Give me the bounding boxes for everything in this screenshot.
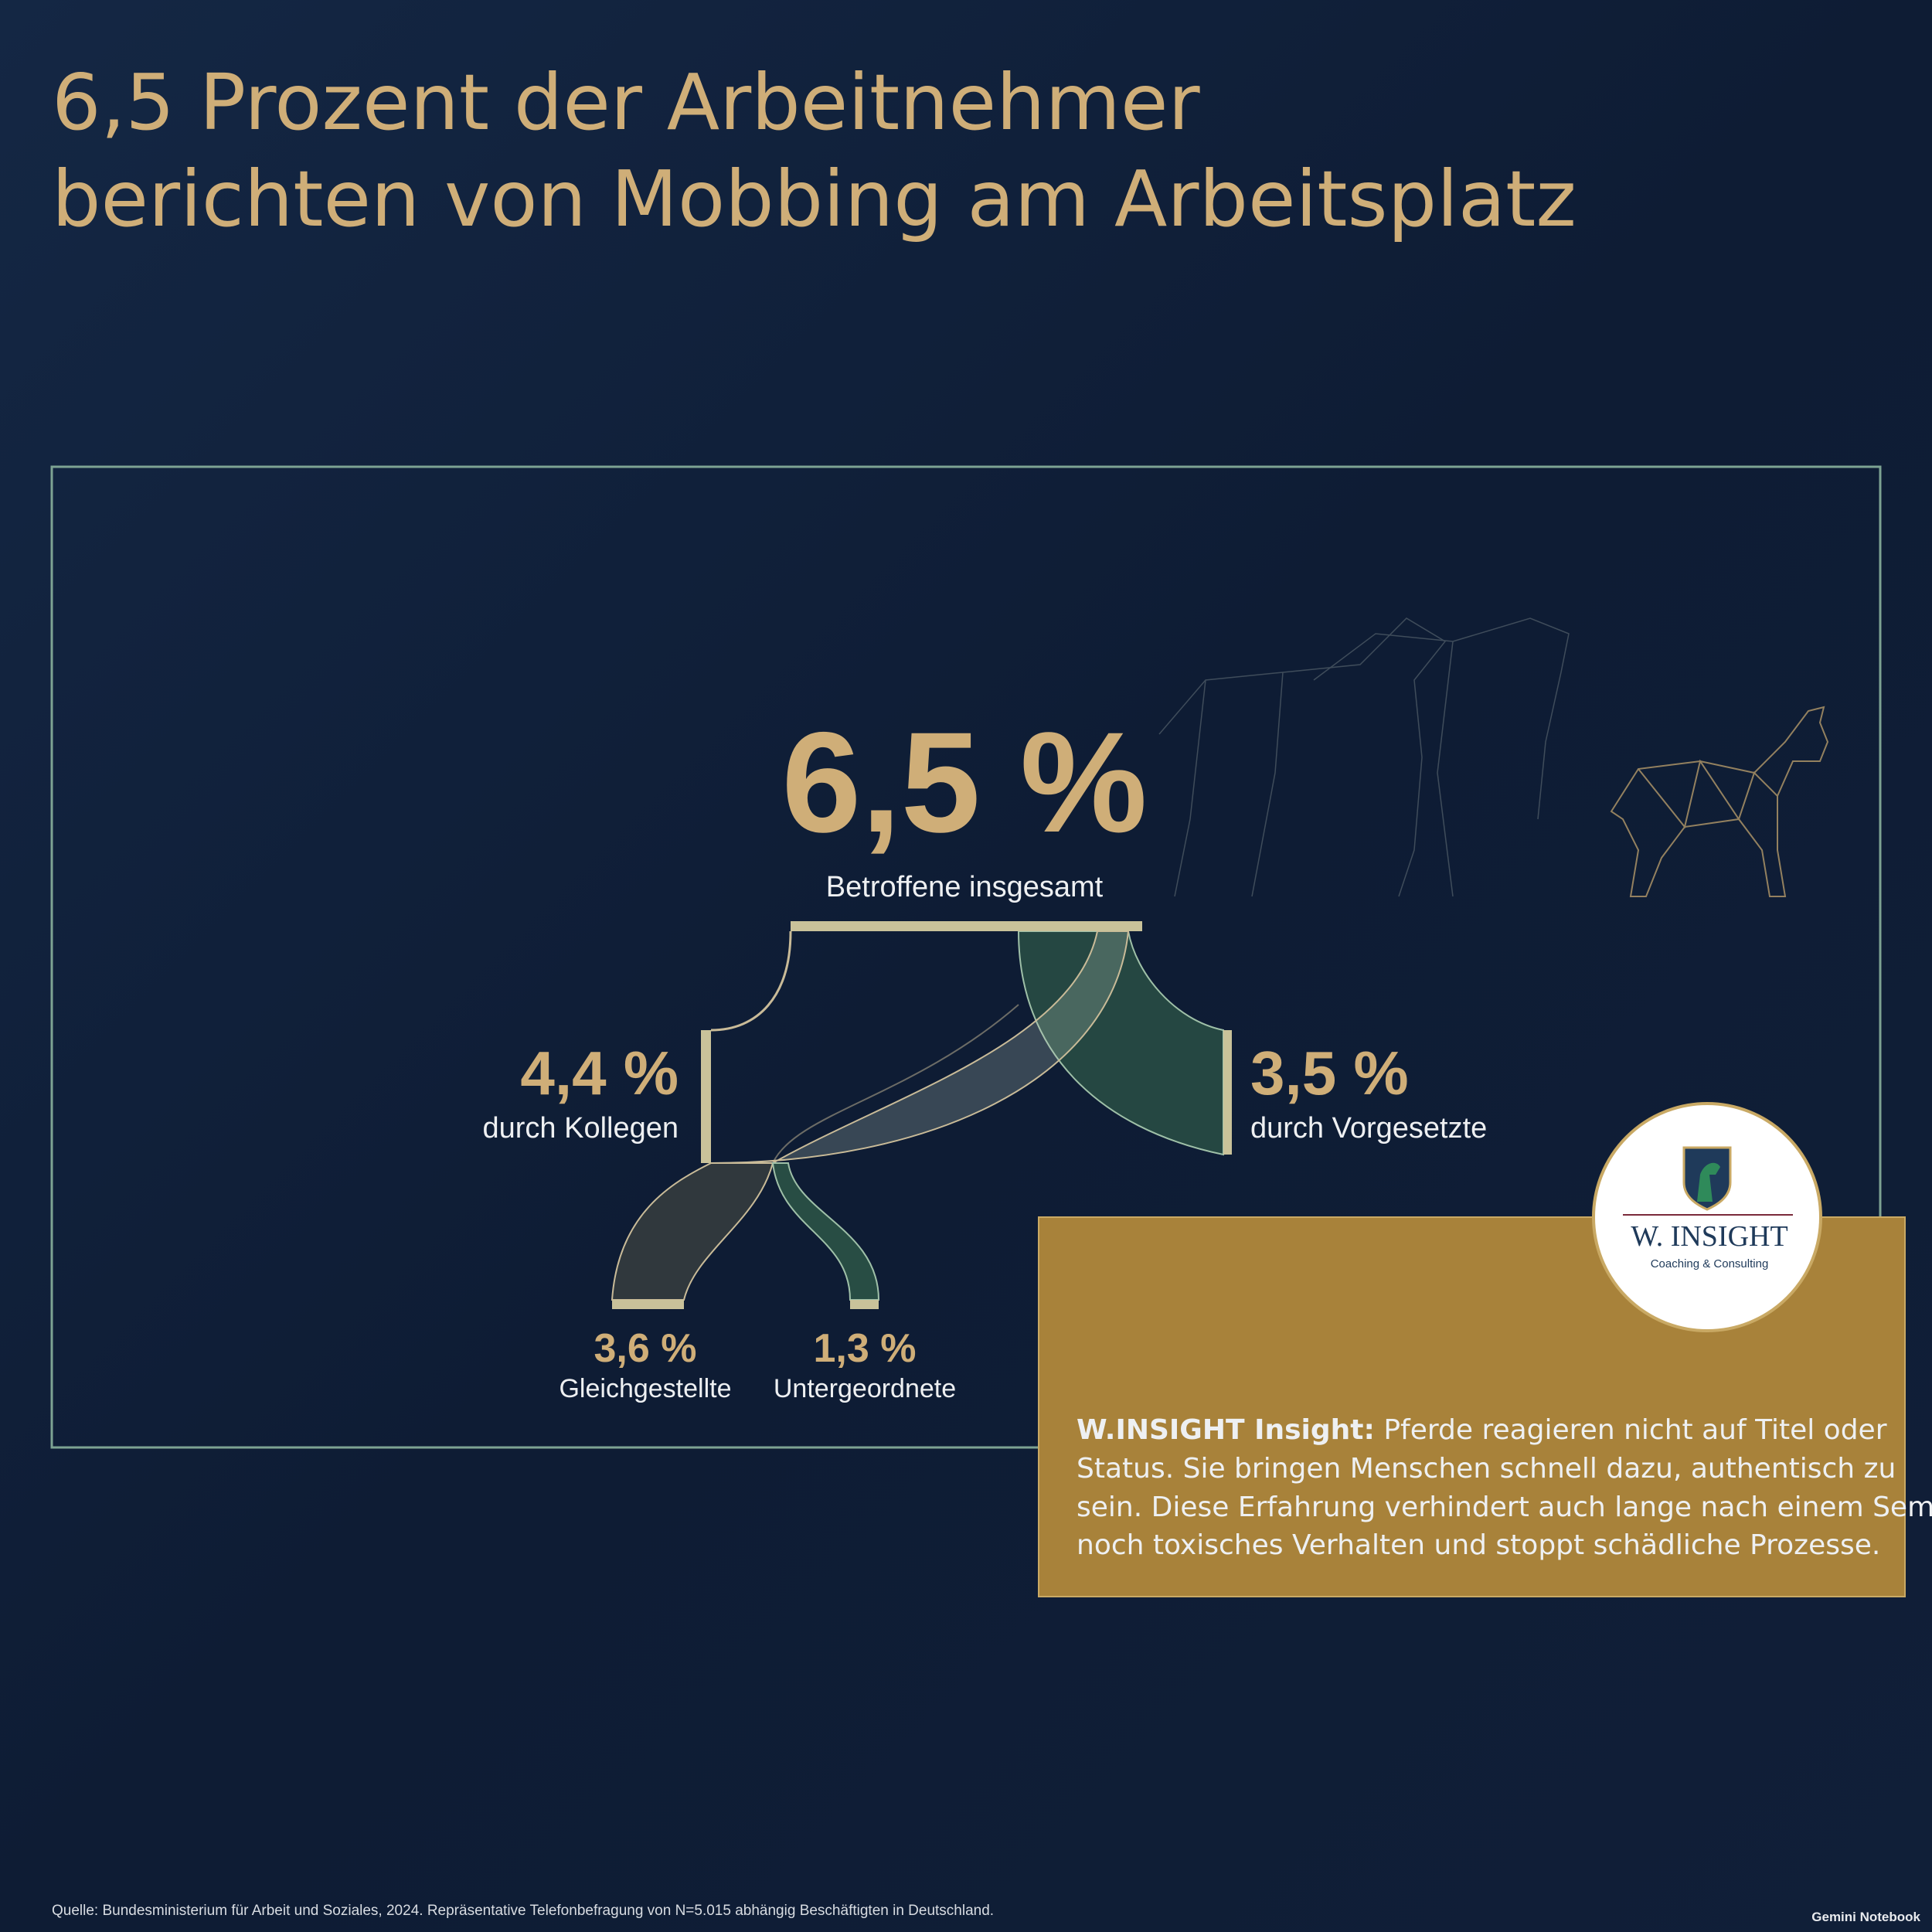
horse-decoration	[1610, 706, 1829, 897]
bar-peers	[612, 1300, 684, 1309]
flow-cross-edge	[772, 1004, 1019, 1164]
flow-diagram	[611, 921, 1232, 1309]
total-label: Betroffene insgesamt	[826, 871, 1104, 903]
flow-cross	[710, 930, 1130, 1164]
logo-knight	[1697, 1162, 1720, 1202]
branch-label: Gleichgestellte	[559, 1374, 731, 1403]
logo: W. INSIGHT Coaching & Consulting	[1592, 1102, 1822, 1332]
bar-total	[791, 921, 1142, 931]
bar-supervisors	[1223, 1030, 1232, 1155]
insight-text: W.INSIGHT Insight: Pferde reagieren nich…	[1077, 1414, 1887, 1446]
branch-value: 3,5 %	[1250, 1039, 1409, 1107]
bar-colleagues	[701, 1030, 711, 1163]
frame	[50, 465, 1882, 1449]
title-line: 6,5 Prozent der Arbeitnehmer	[52, 57, 1200, 148]
branch-label: Untergeordnete	[774, 1374, 956, 1403]
logo-circle	[1592, 1102, 1822, 1332]
watermark: Gemini Notebook	[1811, 1910, 1920, 1924]
total-value: 6,5 %	[781, 703, 1147, 862]
herd-decoration	[1158, 617, 1570, 897]
branch-value: 1,3 %	[814, 1326, 917, 1371]
branch-label: durch Vorgesetzte	[1250, 1112, 1487, 1145]
insight-line: noch toxisches Verhalten und stoppt schä…	[1077, 1529, 1880, 1561]
insight-lead: W.INSIGHT Insight:	[1077, 1414, 1375, 1446]
branch-value: 3,6 %	[594, 1326, 697, 1371]
bar-subordinates	[850, 1300, 879, 1309]
branch-label: durch Kollegen	[482, 1112, 679, 1145]
flow-colleagues	[710, 930, 792, 1032]
branch-value: 4,4 %	[520, 1039, 679, 1107]
insight-line: sein. Diese Erfahrung verhindert auch la…	[1077, 1492, 1932, 1523]
insight-line: Pferde reagieren nicht auf Titel oder	[1383, 1414, 1886, 1446]
insight-line: Status. Sie bringen Menschen schnell daz…	[1077, 1453, 1896, 1485]
title-line: berichten von Mobbing am Arbeitsplatz	[52, 154, 1577, 244]
logo-name: W. INSIGHT	[1631, 1220, 1787, 1253]
source: Quelle: Bundesministerium für Arbeit und…	[52, 1903, 994, 1919]
logo-tagline: Coaching & Consulting	[1651, 1257, 1769, 1270]
